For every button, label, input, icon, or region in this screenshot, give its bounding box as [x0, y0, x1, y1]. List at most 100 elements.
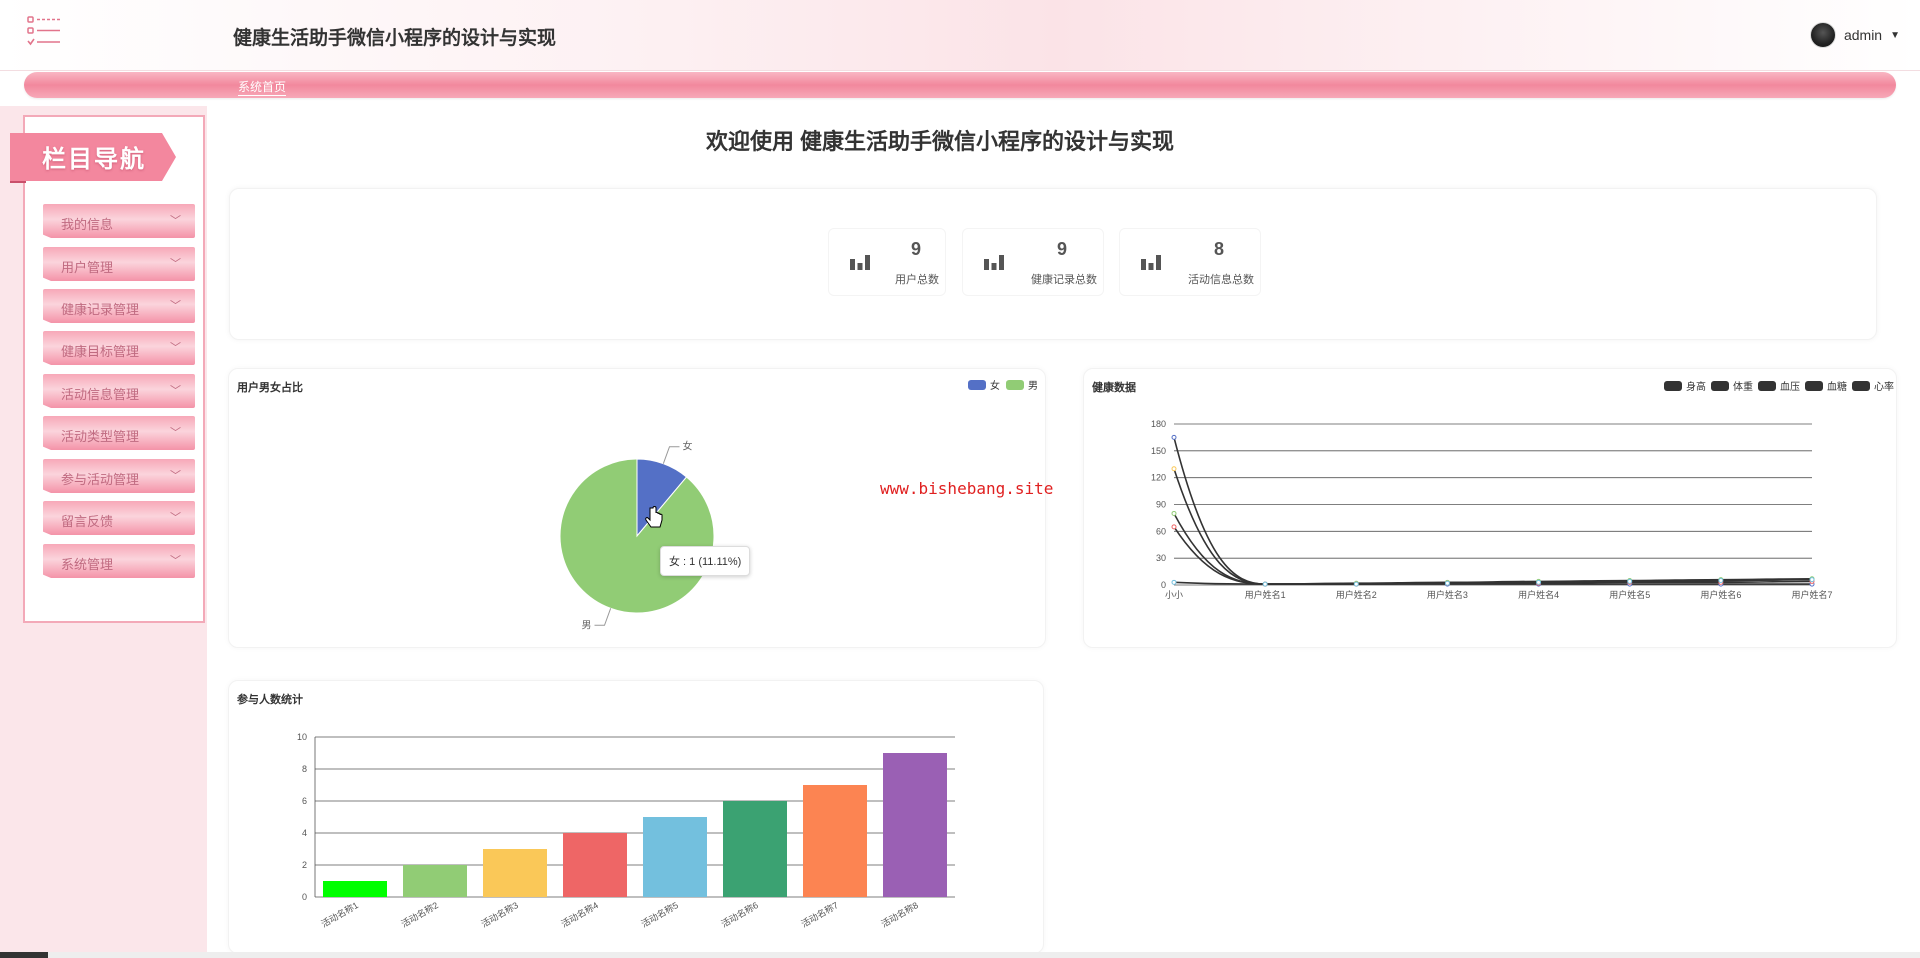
y-tick-label: 0 [302, 892, 307, 902]
pie-chart: 女男 [559, 440, 715, 631]
legend-item[interactable]: 心率 [1852, 378, 1894, 393]
x-tick-label: 活动名称5 [639, 899, 680, 929]
line-point [1809, 577, 1815, 583]
line-series-2 [1173, 513, 1813, 585]
user-menu[interactable]: admin ▼ [1809, 22, 1900, 48]
bar-2 [483, 849, 547, 897]
sidebar-item-users[interactable]: 用户管理 ﹀ [43, 247, 195, 281]
sidebar-item-activity-types[interactable]: 活动类型管理 ﹀ [43, 416, 195, 450]
x-tick-label: 活动名称3 [479, 899, 520, 929]
line-point [1262, 581, 1268, 587]
sidebar-item-my-info[interactable]: 我的信息 ﹀ [43, 204, 195, 238]
avatar [1809, 22, 1836, 48]
bar-chart-icon [984, 255, 1004, 270]
bar-0 [323, 881, 387, 897]
chart-title: 健康数据 [1092, 382, 1136, 394]
sidebar-item-activity-info[interactable]: 活动信息管理 ﹀ [43, 374, 195, 408]
health-data-chart-card: 健康数据 身高 体重 血压 血糖 心率 0 30 60 90 120 150 180 小小 用户姓名1 用… [1083, 368, 1897, 648]
watermark: www.bishebang.site [880, 479, 1054, 498]
y-tick-label: 120 [1151, 473, 1166, 483]
x-tick-label: 用户姓名1 [1245, 589, 1286, 600]
y-tick-label: 4 [302, 828, 307, 838]
x-tick-label: 用户姓名6 [1700, 589, 1741, 600]
stat-value: 9 [910, 239, 921, 259]
sidebar-item-system[interactable]: 系统管理 ﹀ [43, 544, 195, 578]
breadcrumb-home[interactable]: 系统首页 [238, 80, 287, 96]
x-tick-label: 活动名称7 [799, 899, 840, 929]
y-tick-label: 2 [302, 860, 307, 870]
legend-label: 男 [1028, 381, 1038, 392]
legend-swatch [968, 379, 986, 390]
bar-3 [563, 833, 627, 897]
x-tick-label: 活动名称6 [719, 899, 760, 929]
hand-cursor-icon [645, 506, 663, 528]
pie-label: 男 [582, 619, 592, 631]
line-point [1171, 579, 1177, 585]
line-point [1536, 579, 1542, 585]
stat-value: 8 [1213, 239, 1224, 259]
sidebar-item-participation[interactable]: 参与活动管理 ﹀ [43, 459, 195, 493]
sidebar-item-label: 用户管理 [61, 260, 114, 275]
pie-label-line [662, 446, 680, 464]
stat-label: 健康记录总数 [1031, 274, 1097, 286]
x-tick-label: 用户姓名5 [1609, 589, 1650, 600]
sidebar-item-feedback[interactable]: 留言反馈 ﹀ [43, 501, 195, 535]
x-tick-label: 用户姓名2 [1336, 589, 1377, 600]
legend-item[interactable]: 体重 [1711, 378, 1753, 393]
taskbar-strip [0, 952, 1920, 958]
sidebar-item-health-goals[interactable]: 健康目标管理 ﹀ [43, 331, 195, 365]
welcome-title: 欢迎使用 健康生活助手微信小程序的设计与实现 [705, 129, 1175, 154]
sidebar-item-label: 系统管理 [61, 557, 114, 572]
pie-label-line [594, 608, 612, 626]
chevron-down-icon: ﹀ [170, 258, 181, 270]
legend-label: 身高 [1686, 382, 1706, 393]
x-tick-label: 小小 [1165, 590, 1183, 600]
line-point [1627, 578, 1633, 584]
y-tick-label: 60 [1156, 526, 1166, 536]
chevron-down-icon: ﹀ [170, 342, 181, 354]
line-series-0 [1173, 437, 1812, 585]
legend-item-female[interactable]: 女 [968, 377, 1000, 392]
sidebar-item-label: 留言反馈 [61, 514, 114, 529]
line-point [1171, 510, 1177, 516]
chart-title: 用户男女占比 [237, 382, 303, 394]
sidebar-item-label: 健康记录管理 [61, 302, 140, 317]
pie-tooltip: 女 : 1 (11.11%) [660, 546, 751, 576]
pie-label: 女 [682, 440, 692, 453]
bar-1 [403, 865, 467, 897]
legend-item[interactable]: 身高 [1664, 378, 1706, 393]
sidebar-item-label: 我的信息 [61, 217, 114, 232]
username: admin [1843, 27, 1883, 43]
legend-swatch [1852, 380, 1870, 391]
line-chart: 0 30 60 90 120 150 180 小小 用户姓名1 用户姓名2 用户姓名3 用户姓名4 用户… [1151, 419, 1833, 600]
pie-slice-1 [559, 458, 715, 614]
x-tick-label: 活动名称4 [559, 899, 600, 929]
chevron-down-icon: ﹀ [170, 470, 181, 482]
sidebar-item-label: 参与活动管理 [61, 472, 140, 487]
x-tick-label: 活动名称2 [399, 899, 440, 929]
chevron-down-icon: ﹀ [170, 300, 181, 312]
x-tick-label: 活动名称1 [319, 899, 360, 929]
legend-item[interactable]: 血压 [1758, 378, 1800, 393]
menu-list-icon[interactable] [26, 14, 64, 48]
chevron-down-icon: ﹀ [170, 385, 181, 397]
bar-5 [723, 801, 787, 897]
stat-label: 活动信息总数 [1188, 274, 1254, 286]
y-tick-label: 0 [1161, 580, 1166, 590]
y-tick-label: 10 [297, 732, 307, 742]
x-tick-label: 用户姓名3 [1427, 589, 1468, 600]
stat-value: 9 [1056, 239, 1067, 259]
chevron-down-icon: ﹀ [170, 427, 181, 439]
legend-item-male[interactable]: 男 [1006, 377, 1038, 392]
legend-label: 女 [990, 381, 1000, 392]
x-tick-label: 用户姓名7 [1791, 589, 1832, 600]
y-tick-label: 150 [1151, 446, 1166, 456]
app-title: 健康生活助手微信小程序的设计与实现 [233, 28, 557, 49]
stat-label: 用户总数 [895, 274, 939, 286]
stat-card-activities: 8 活动信息总数 [1119, 228, 1261, 296]
sidebar-item-health-records[interactable]: 健康记录管理 ﹀ [43, 289, 195, 323]
line-series-1 [1173, 468, 1813, 585]
x-tick-label: 用户姓名4 [1518, 589, 1559, 600]
legend-item[interactable]: 血糖 [1805, 378, 1847, 393]
line-point [1353, 581, 1359, 587]
